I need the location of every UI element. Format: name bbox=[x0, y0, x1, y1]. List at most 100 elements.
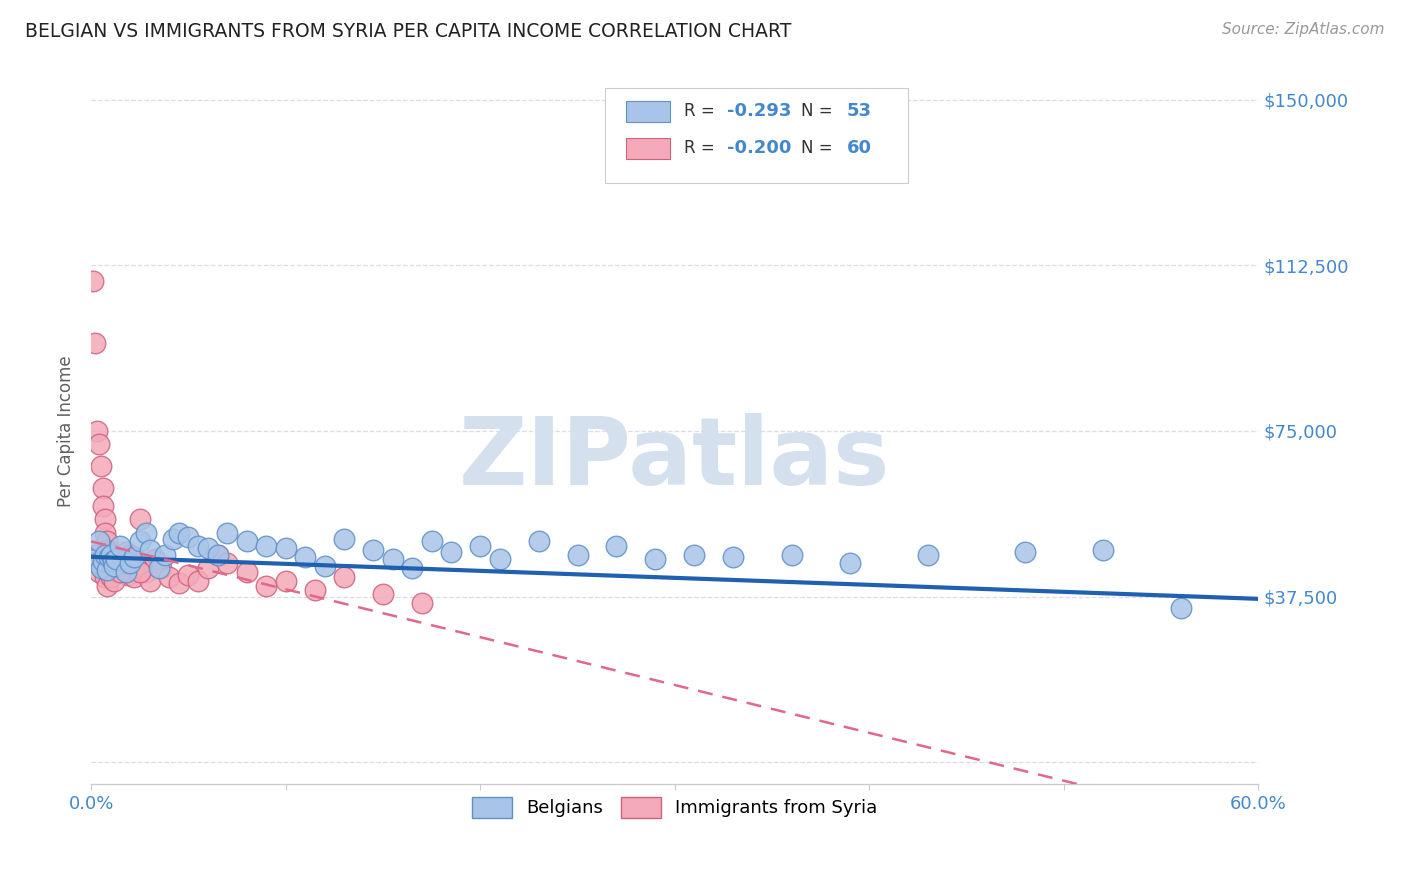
Point bbox=[381, 552, 404, 566]
Point bbox=[135, 566, 157, 580]
Point bbox=[103, 574, 125, 589]
Point bbox=[683, 548, 706, 562]
Point bbox=[197, 541, 219, 555]
Point bbox=[162, 532, 184, 546]
Point bbox=[100, 570, 122, 584]
Point bbox=[207, 548, 229, 562]
Point bbox=[90, 552, 112, 566]
Point bbox=[148, 561, 170, 575]
Point bbox=[86, 557, 108, 571]
Point bbox=[488, 552, 510, 566]
Point bbox=[110, 566, 132, 580]
Point bbox=[90, 561, 112, 575]
Point bbox=[90, 459, 112, 474]
Point bbox=[440, 545, 463, 559]
Point bbox=[128, 512, 150, 526]
Point bbox=[94, 548, 117, 562]
Point bbox=[527, 534, 550, 549]
Point bbox=[420, 534, 443, 549]
Point bbox=[91, 561, 114, 575]
Text: R =: R = bbox=[685, 103, 720, 120]
Point bbox=[87, 437, 110, 451]
Point bbox=[91, 482, 114, 496]
Point bbox=[314, 558, 336, 573]
Point bbox=[644, 552, 666, 566]
Text: ZIPatlas: ZIPatlas bbox=[460, 413, 890, 505]
Point bbox=[86, 557, 108, 571]
Point bbox=[86, 424, 108, 438]
Text: N =: N = bbox=[801, 103, 838, 120]
Point bbox=[84, 552, 107, 566]
Point bbox=[128, 534, 150, 549]
Point bbox=[101, 554, 124, 568]
Point bbox=[105, 552, 128, 566]
Point bbox=[97, 545, 120, 559]
Point bbox=[838, 557, 860, 571]
Point bbox=[96, 534, 118, 549]
Point bbox=[150, 561, 173, 575]
Point bbox=[103, 558, 125, 573]
Point bbox=[105, 561, 128, 575]
Text: -0.293: -0.293 bbox=[727, 103, 792, 120]
Y-axis label: Per Capita Income: Per Capita Income bbox=[58, 355, 75, 507]
Point bbox=[138, 574, 160, 589]
Point bbox=[411, 596, 433, 610]
Point bbox=[103, 558, 125, 573]
Point bbox=[567, 548, 589, 562]
Point bbox=[177, 530, 200, 544]
Point bbox=[361, 543, 384, 558]
Point bbox=[87, 566, 110, 580]
Point bbox=[236, 534, 259, 549]
Text: -0.200: -0.200 bbox=[727, 139, 792, 157]
Point bbox=[96, 563, 118, 577]
Point bbox=[100, 548, 122, 562]
Point bbox=[97, 549, 120, 564]
Point bbox=[84, 335, 107, 350]
Point bbox=[197, 561, 219, 575]
Point bbox=[97, 549, 120, 564]
Point bbox=[107, 563, 129, 577]
Point bbox=[117, 567, 139, 582]
Point bbox=[274, 574, 297, 589]
Point bbox=[153, 548, 176, 562]
Point bbox=[84, 548, 107, 562]
Text: Source: ZipAtlas.com: Source: ZipAtlas.com bbox=[1222, 22, 1385, 37]
Point bbox=[304, 582, 326, 597]
Point bbox=[138, 543, 160, 558]
Point bbox=[122, 549, 145, 564]
Text: 53: 53 bbox=[846, 103, 872, 120]
Point bbox=[115, 545, 138, 559]
Point bbox=[122, 570, 145, 584]
Point bbox=[207, 548, 229, 562]
Point bbox=[82, 274, 104, 288]
Point bbox=[401, 561, 423, 575]
Point bbox=[87, 534, 110, 549]
Point bbox=[135, 525, 157, 540]
Point bbox=[115, 557, 138, 571]
Point bbox=[100, 554, 122, 568]
Point bbox=[111, 561, 134, 575]
FancyBboxPatch shape bbox=[605, 88, 908, 184]
Point bbox=[91, 554, 114, 568]
Point bbox=[1014, 545, 1036, 559]
Point bbox=[254, 578, 277, 592]
Point bbox=[470, 539, 492, 553]
Point bbox=[96, 578, 118, 592]
Point bbox=[167, 576, 190, 591]
FancyBboxPatch shape bbox=[626, 137, 671, 159]
Point bbox=[110, 539, 132, 553]
Point bbox=[294, 549, 316, 564]
Point bbox=[333, 532, 356, 546]
Point bbox=[177, 567, 200, 582]
Point bbox=[274, 541, 297, 555]
FancyBboxPatch shape bbox=[626, 101, 671, 122]
Point bbox=[917, 548, 939, 562]
Point bbox=[100, 552, 122, 566]
Point bbox=[121, 561, 143, 575]
Text: 60: 60 bbox=[846, 139, 872, 157]
Point bbox=[1091, 543, 1114, 558]
Text: N =: N = bbox=[801, 139, 838, 157]
Point bbox=[236, 566, 259, 580]
Point bbox=[94, 512, 117, 526]
Text: BELGIAN VS IMMIGRANTS FROM SYRIA PER CAPITA INCOME CORRELATION CHART: BELGIAN VS IMMIGRANTS FROM SYRIA PER CAP… bbox=[25, 22, 792, 41]
